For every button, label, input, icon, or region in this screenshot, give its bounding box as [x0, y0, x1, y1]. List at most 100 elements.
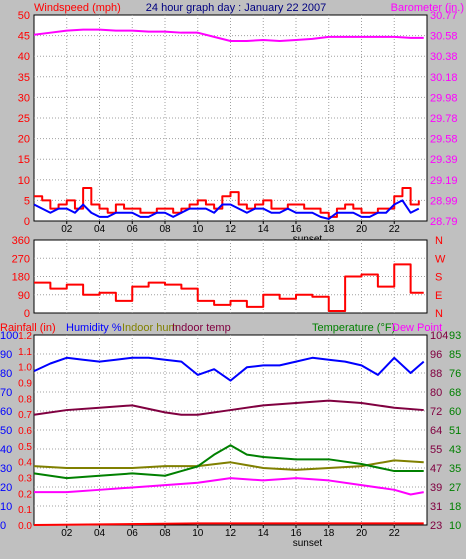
humidity-x-tick-label: 20 — [356, 528, 368, 539]
baro-y-tick-label: 29.19 — [430, 175, 458, 187]
rain-y-tick-label: 1.2 — [18, 331, 32, 342]
baro-y-tick-label: 28.79 — [430, 216, 458, 228]
rain-y-tick-label: 1.0 — [18, 363, 32, 374]
humidity-y-tick-label: 50 — [0, 425, 12, 437]
humidity-y-tick-label: 60 — [0, 406, 12, 418]
temp-y-tick-label: 104 — [430, 330, 448, 342]
temp-y-tick-label: 23 — [430, 520, 442, 532]
temp-y-tick-label: 64 — [430, 425, 442, 437]
temperature-line — [33, 444, 424, 480]
legend-entry: Temperature (°F) — [312, 322, 395, 334]
direction-compass-label: W — [435, 253, 446, 265]
temp-y-tick-label: 51 — [449, 425, 461, 437]
wind-x-tick-label: 02 — [61, 224, 73, 235]
humidity-y-tick-label: 70 — [0, 387, 12, 399]
legend-entry: Rainfall (in) — [0, 322, 56, 334]
rain-y-tick-label: 0.7 — [18, 410, 32, 421]
humidity-sunset-label: sunset — [293, 538, 323, 549]
indoor-humidity-line — [33, 459, 424, 471]
baro-y-tick-label: 29.39 — [430, 154, 458, 166]
temp-y-tick-label: 60 — [449, 406, 461, 418]
avg-wind-line — [33, 199, 420, 220]
wind-y-tick-label: 10 — [18, 175, 30, 187]
temp-y-tick-label: 88 — [430, 368, 442, 380]
baro-y-tick-label: 29.78 — [430, 113, 458, 125]
direction-compass-label: N — [435, 308, 443, 320]
wind-y-tick-label: 35 — [18, 72, 30, 84]
wind-y-tick-label: 20 — [18, 134, 30, 146]
humidity-x-tick-label: 14 — [258, 528, 270, 539]
humidity-y-tick-label: 30 — [0, 463, 12, 475]
dew-point-line — [34, 477, 424, 496]
temp-y-tick-label: 47 — [430, 463, 442, 475]
wind-y-tick-label: 45 — [18, 31, 30, 43]
baro-y-tick-label: 29.98 — [430, 92, 458, 104]
wind-x-tick-label: 08 — [159, 224, 171, 235]
wind-x-tick-label: 04 — [94, 224, 106, 235]
temp-y-tick-label: 96 — [430, 349, 442, 361]
wind-x-tick-label: 14 — [258, 224, 270, 235]
direction-y-tick-label: 270 — [12, 253, 30, 265]
rain-y-tick-label: 0.0 — [18, 521, 32, 532]
rain-y-tick-label: 0.3 — [18, 474, 32, 485]
direction-y-tick-label: 180 — [12, 272, 30, 284]
direction-line — [34, 263, 424, 312]
temp-y-tick-label: 85 — [449, 349, 461, 361]
wind-x-tick-label: 22 — [389, 224, 401, 235]
humidity-y-tick-label: 0 — [0, 520, 6, 532]
barometer-line — [33, 28, 424, 43]
rain-y-tick-label: 0.6 — [18, 426, 32, 437]
humidity-y-tick-label: 80 — [0, 368, 12, 380]
humidity-x-tick-label: 08 — [159, 528, 171, 539]
wind-y-tick-label: 15 — [18, 154, 30, 166]
humidity-x-tick-label: 04 — [94, 528, 106, 539]
direction-y-tick-label: 360 — [12, 235, 30, 247]
humidity-x-tick-label: 06 — [127, 528, 139, 539]
wind-x-tick-label: 16 — [290, 224, 302, 235]
temp-y-tick-label: 93 — [449, 330, 461, 342]
legend-entry: Dew Point — [392, 322, 442, 334]
humidity-y-tick-label: 40 — [0, 444, 12, 456]
rain-y-tick-label: 1.1 — [18, 347, 32, 358]
baro-y-tick-label: 29.58 — [430, 134, 458, 146]
temp-y-tick-label: 18 — [449, 501, 461, 513]
rainfall-line — [33, 522, 424, 526]
temp-y-tick-label: 55 — [430, 444, 442, 456]
direction-y-tick-label: 0 — [24, 308, 30, 320]
humidity-y-tick-label: 20 — [0, 482, 12, 494]
humidity-y-tick-label: 10 — [0, 501, 12, 513]
temp-y-tick-label: 39 — [430, 482, 442, 494]
humidity-x-tick-label: 12 — [225, 528, 237, 539]
wind-y-tick-label: 0 — [24, 216, 30, 228]
baro-y-tick-label: 30.18 — [430, 72, 458, 84]
temp-y-tick-label: 68 — [449, 387, 461, 399]
humidity-x-tick-label: 16 — [290, 528, 302, 539]
barometer-axis-title: Barometer (in.) — [391, 2, 464, 14]
wind-x-tick-label: 20 — [356, 224, 368, 235]
rain-y-tick-label: 0.4 — [18, 458, 32, 469]
temp-y-tick-label: 72 — [430, 406, 442, 418]
rain-y-tick-label: 0.8 — [18, 394, 32, 405]
humidity-line — [33, 356, 425, 382]
baro-y-tick-label: 30.77 — [430, 10, 458, 22]
legend-entry: Humidity % — [66, 322, 122, 334]
humidity-plot-area — [33, 334, 428, 526]
indoor-temp-line — [33, 399, 424, 416]
wind-y-tick-label: 5 — [24, 195, 30, 207]
temp-y-tick-label: 10 — [449, 520, 461, 532]
temp-y-tick-label: 43 — [449, 444, 461, 456]
rain-y-tick-label: 0.9 — [18, 379, 32, 390]
humidity-y-tick-label: 100 — [0, 330, 18, 342]
direction-compass-label: N — [435, 235, 443, 247]
humidity-y-tick-label: 90 — [0, 349, 12, 361]
temp-y-tick-label: 80 — [430, 387, 442, 399]
chart-title: 24 hour graph day : January 22 2007 — [146, 2, 326, 14]
wind-x-tick-label: 10 — [192, 224, 204, 235]
windspeed-line — [34, 187, 420, 218]
temp-y-tick-label: 27 — [449, 482, 461, 494]
wind-y-tick-label: 40 — [18, 51, 30, 63]
baro-y-tick-label: 30.58 — [430, 31, 458, 43]
direction-compass-label: E — [435, 290, 442, 302]
